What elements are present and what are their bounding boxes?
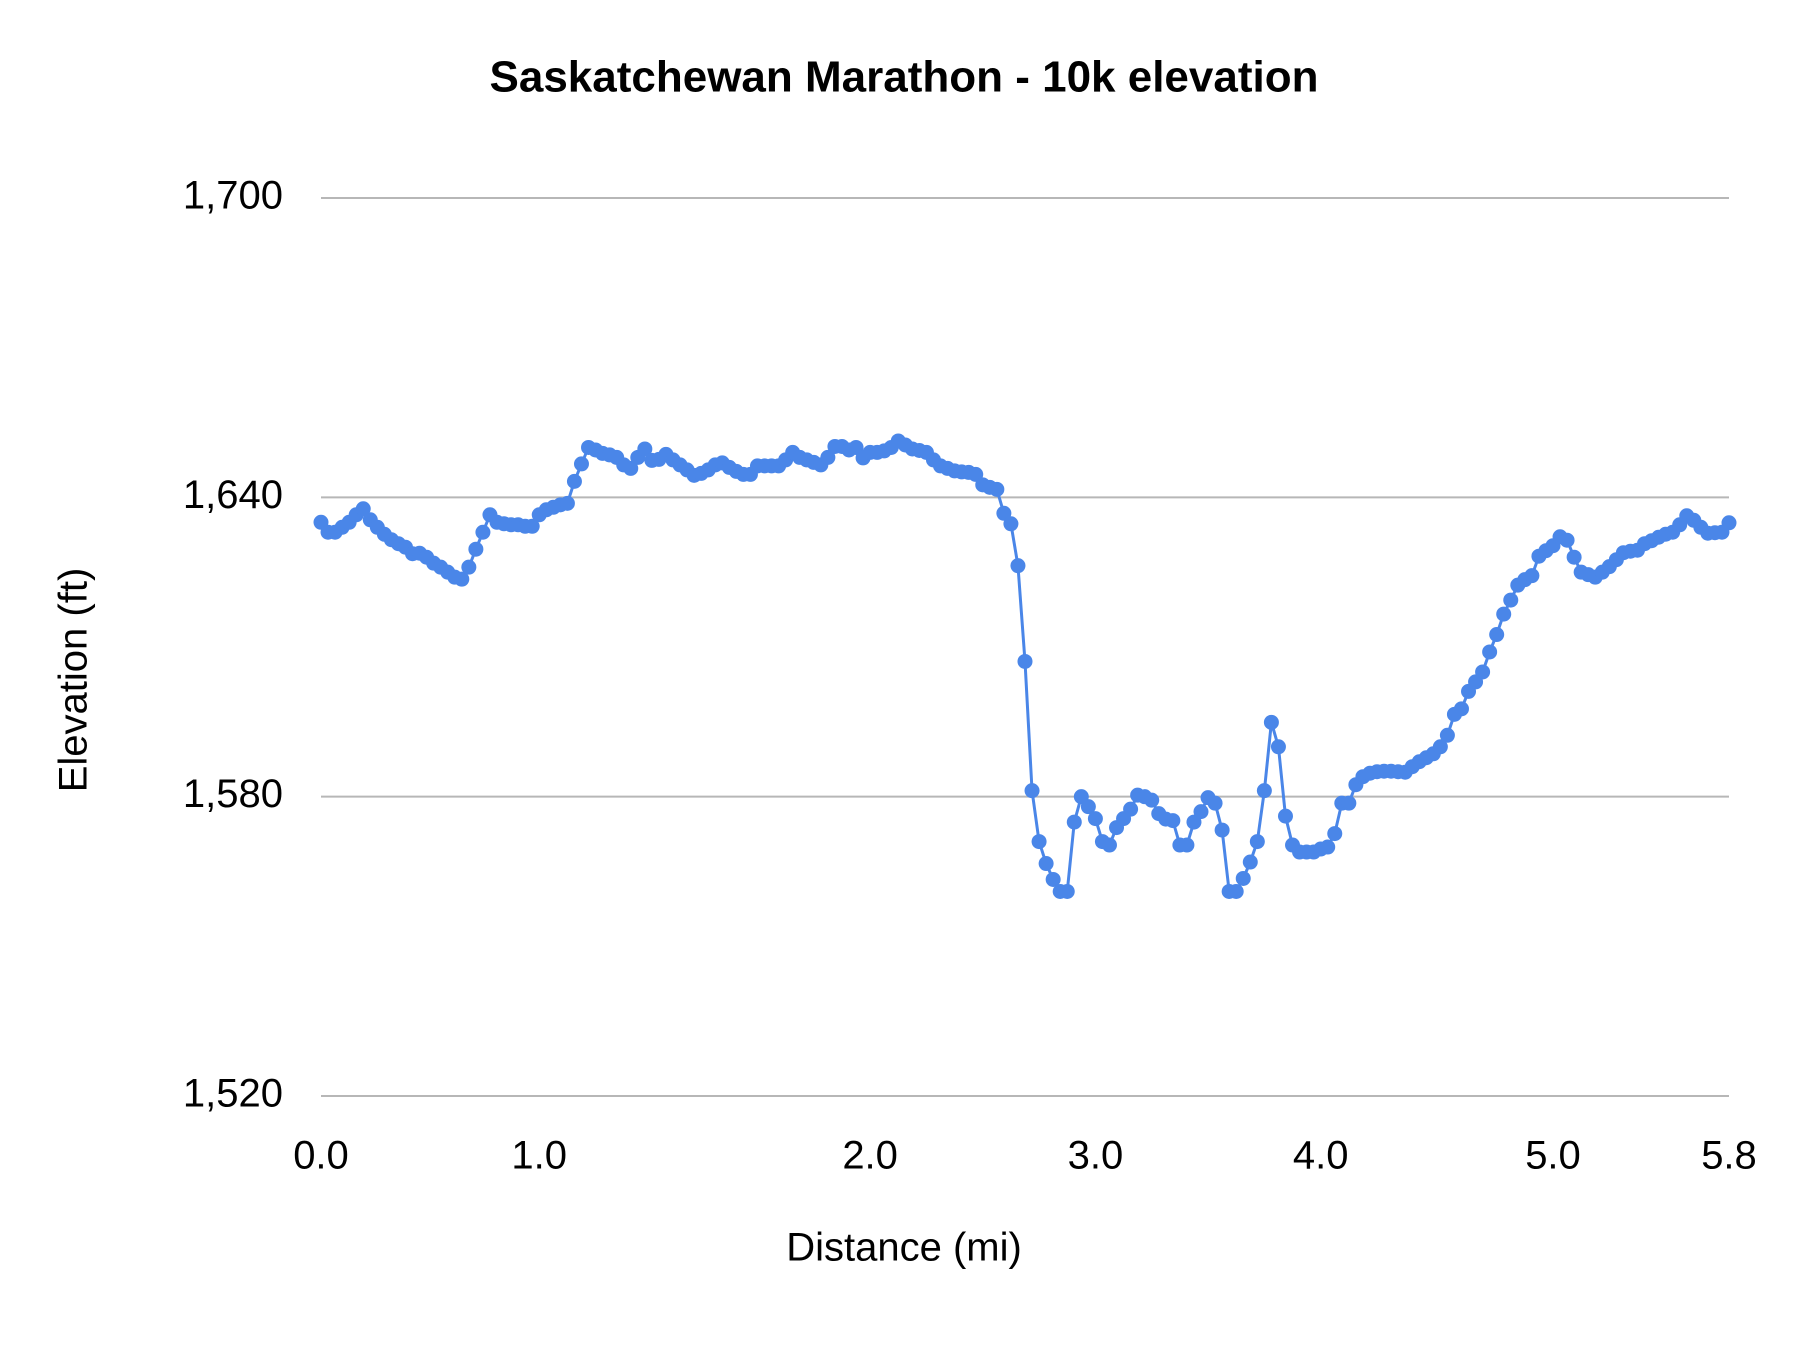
- x-axis-title: Distance (mi): [786, 1226, 1022, 1270]
- data-point: [1228, 883, 1244, 899]
- data-point: [573, 456, 589, 472]
- y-tick-label: 1,700: [183, 174, 283, 218]
- chart-title: Saskatchewan Marathon - 10k elevation: [490, 53, 1319, 102]
- data-point: [1144, 792, 1160, 808]
- data-point: [1214, 822, 1230, 838]
- data-point: [1031, 834, 1047, 850]
- data-point: [1193, 804, 1209, 820]
- x-tick-label: 5.0: [1525, 1134, 1581, 1178]
- data-point: [1038, 856, 1054, 872]
- data-point: [1524, 568, 1540, 584]
- y-axis-title: Elevation (ft): [52, 568, 96, 793]
- x-tick-label: 2.0: [842, 1134, 898, 1178]
- x-tick-label: 1.0: [511, 1134, 567, 1178]
- data-point: [1432, 739, 1448, 755]
- data-point: [1721, 515, 1737, 531]
- data-point: [559, 495, 575, 511]
- data-point: [1327, 826, 1343, 842]
- data-point: [1482, 644, 1498, 660]
- y-tick-label: 1,580: [183, 772, 283, 816]
- data-point: [1503, 592, 1519, 608]
- data-point: [566, 473, 582, 489]
- data-point: [1559, 532, 1575, 548]
- x-tick-label: 0.0: [293, 1134, 349, 1178]
- data-point: [623, 460, 639, 476]
- data-point: [1059, 883, 1075, 899]
- data-point: [637, 441, 653, 457]
- x-tick-label: 3.0: [1068, 1134, 1124, 1178]
- data-point: [1017, 653, 1033, 669]
- data-point: [1496, 606, 1512, 622]
- data-point: [1320, 839, 1336, 855]
- data-point: [1475, 664, 1491, 680]
- data-point: [1165, 813, 1181, 829]
- data-point: [524, 518, 540, 534]
- data-point: [1249, 834, 1265, 850]
- data-point: [1080, 799, 1096, 815]
- y-tick-label: 1,640: [183, 473, 283, 517]
- x-tick-label: 5.8: [1701, 1134, 1757, 1178]
- data-point: [1024, 783, 1040, 799]
- x-tick-label: 4.0: [1293, 1134, 1349, 1178]
- data-point: [1256, 783, 1272, 799]
- data-point: [1270, 739, 1286, 755]
- data-point: [355, 501, 371, 517]
- data-point: [1566, 549, 1582, 565]
- data-point: [1010, 558, 1026, 574]
- data-point: [1087, 811, 1103, 827]
- data-point: [1123, 801, 1139, 817]
- data-point: [1263, 714, 1279, 730]
- data-point: [1066, 814, 1082, 830]
- data-point: [461, 559, 477, 575]
- data-point: [1235, 870, 1251, 886]
- data-point: [454, 571, 470, 587]
- data-point: [1045, 871, 1061, 887]
- data-point: [1207, 795, 1223, 811]
- data-point: [1277, 808, 1293, 824]
- data-point: [1341, 795, 1357, 811]
- data-point: [989, 481, 1005, 497]
- data-point: [1489, 627, 1505, 643]
- data-point: [1101, 837, 1117, 853]
- data-point: [468, 541, 484, 557]
- data-point: [475, 524, 491, 540]
- data-point: [820, 449, 836, 465]
- data-point: [1453, 701, 1469, 717]
- data-point: [1439, 727, 1455, 743]
- y-tick-label: 1,520: [183, 1072, 283, 1116]
- data-point: [1242, 854, 1258, 870]
- data-point: [1003, 516, 1019, 532]
- data-point: [1179, 837, 1195, 853]
